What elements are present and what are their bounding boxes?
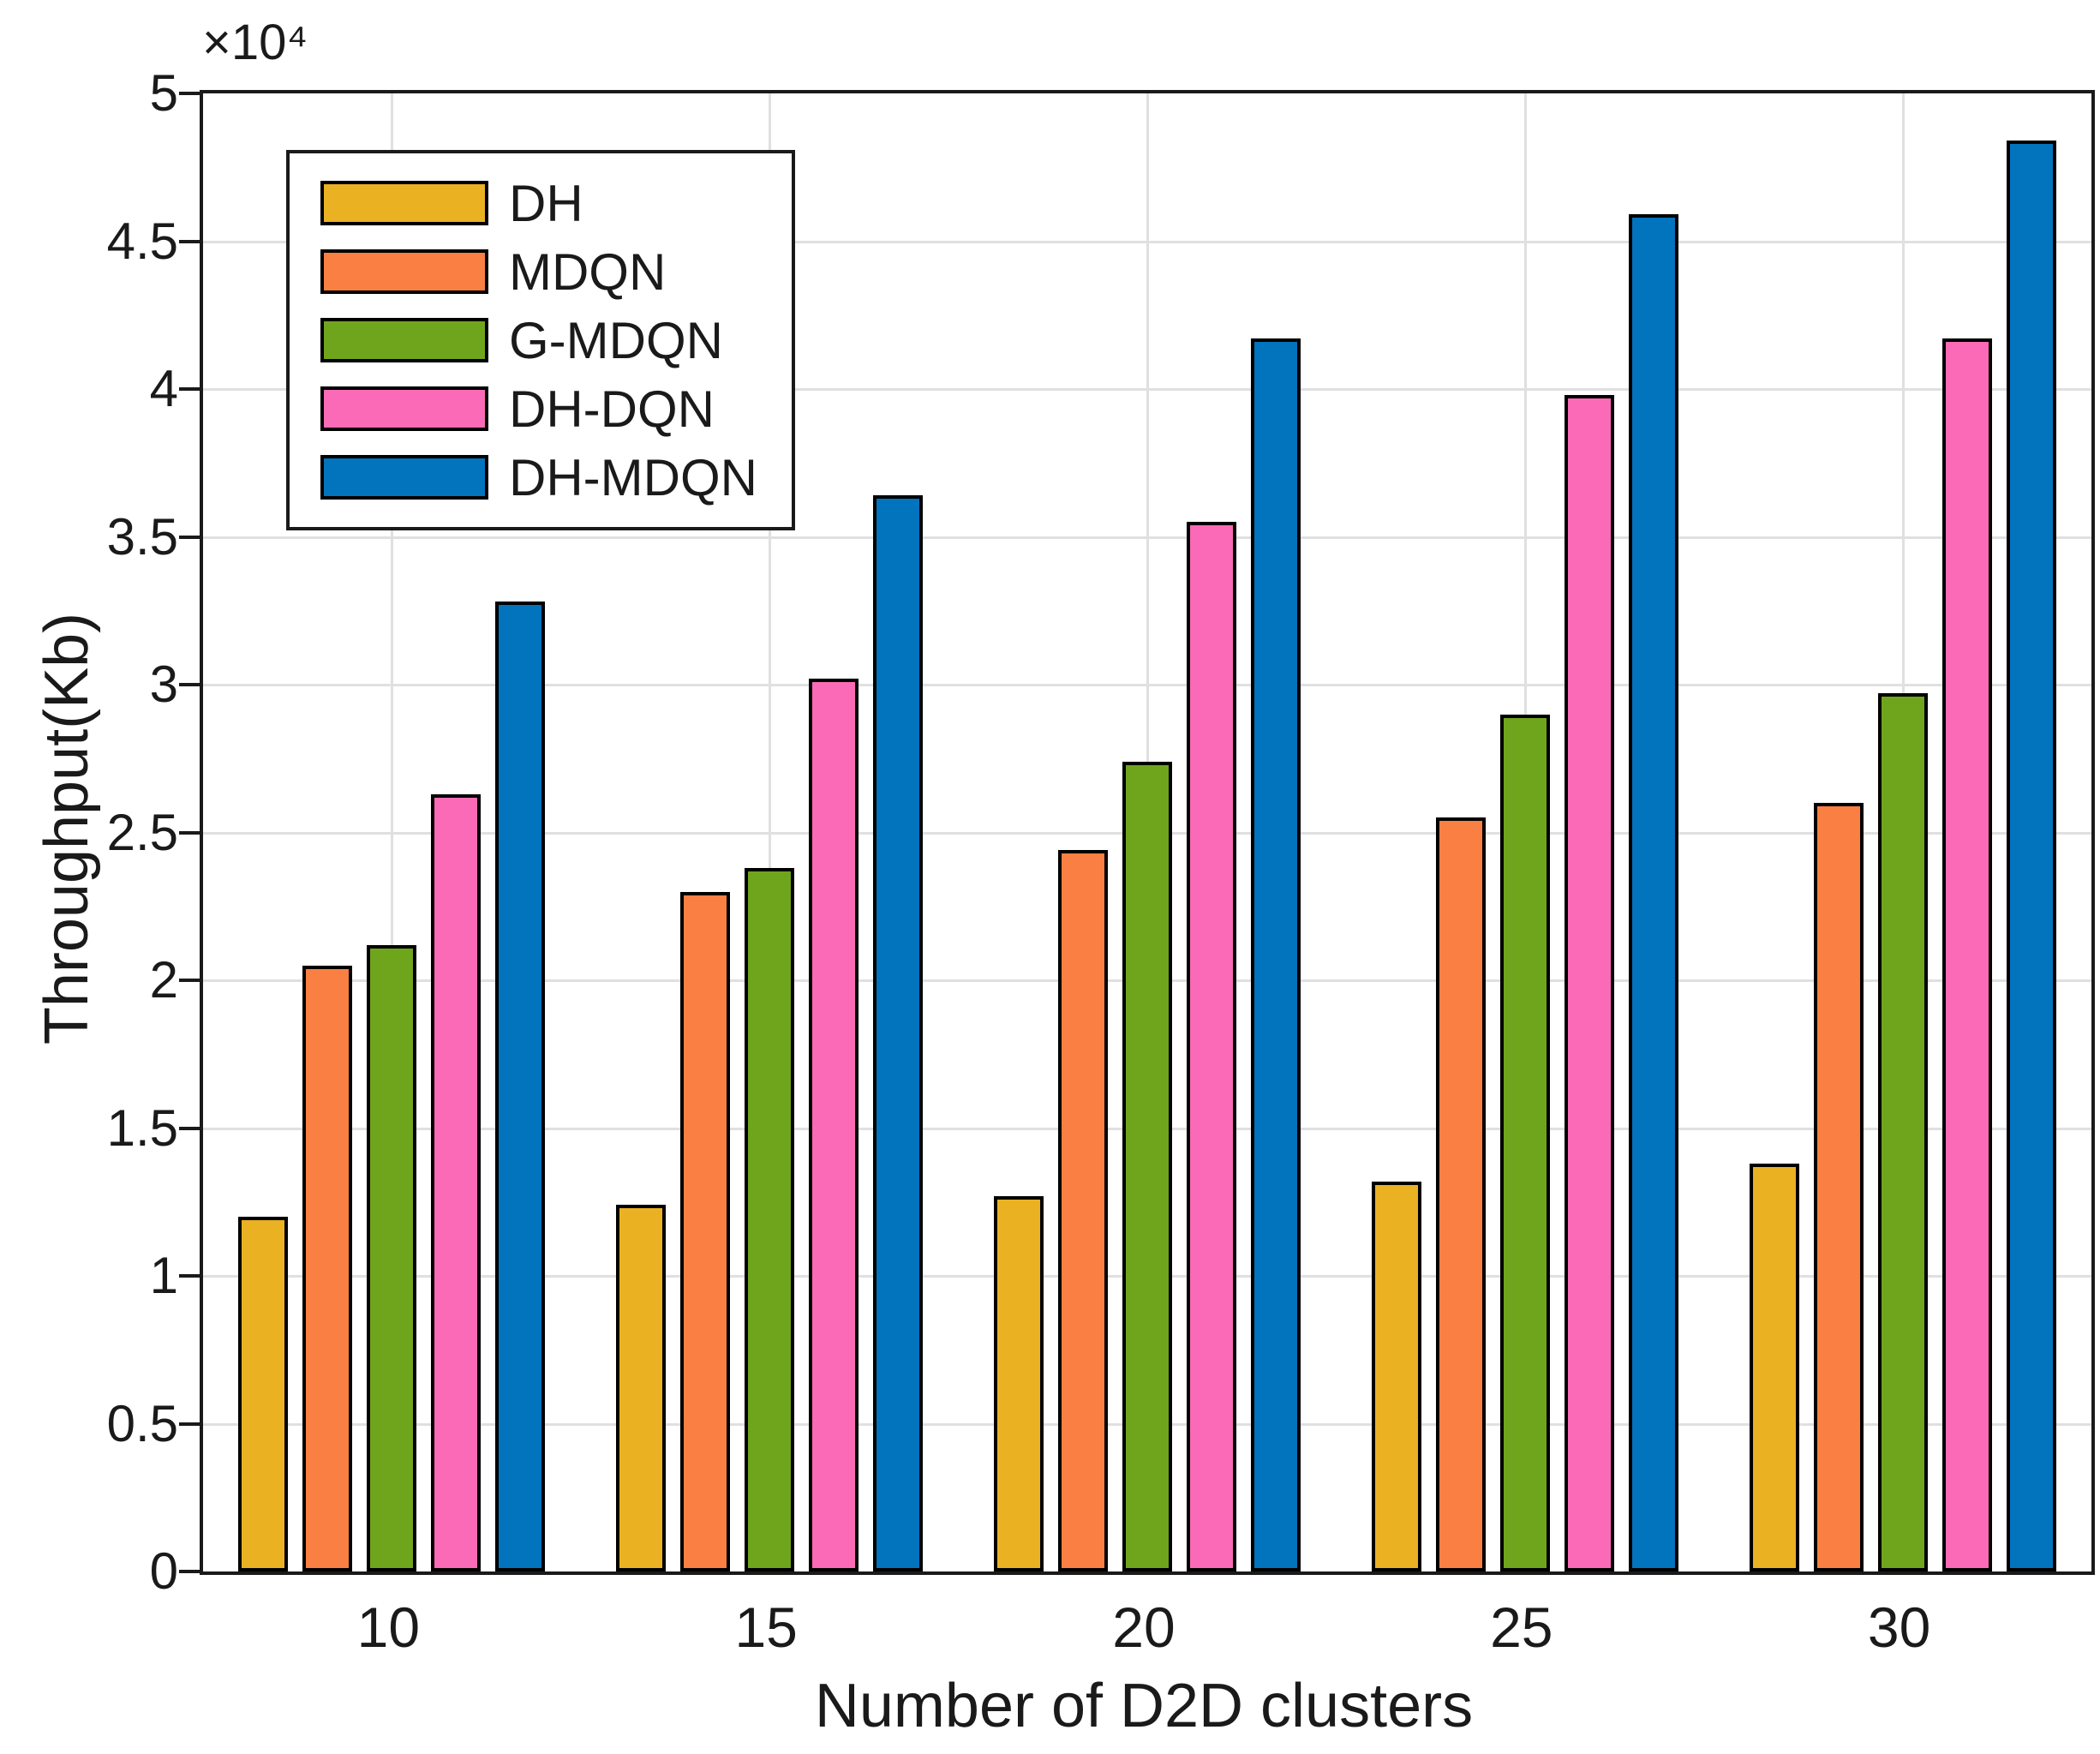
y-tick-label: 0.5	[106, 1394, 178, 1452]
legend-label: DH	[509, 174, 583, 232]
bar-MDQN-25	[1435, 817, 1486, 1571]
bar-DH-10	[238, 1217, 289, 1571]
bar-DH-DQN-20	[1187, 522, 1236, 1571]
legend-label: G-MDQN	[509, 311, 723, 369]
y-tick-mark	[179, 387, 200, 391]
y-tick-mark	[179, 830, 200, 835]
legend-item: G-MDQN	[320, 306, 757, 374]
bar-DH-MDQN-20	[1251, 338, 1301, 1571]
y-tick-mark	[179, 1422, 200, 1426]
y-tick-label: 3.5	[106, 507, 178, 566]
legend-item: DH	[320, 169, 757, 237]
y-tick-label: 3	[149, 656, 178, 713]
legend-item: DH-MDQN	[320, 443, 757, 512]
y-tick-mark	[179, 979, 200, 982]
bar-DH-DQN-15	[809, 679, 859, 1571]
legend-swatch-dh-dqn	[320, 386, 488, 431]
bar-G-MDQN-15	[745, 867, 795, 1571]
bar-MDQN-15	[680, 891, 731, 1571]
y-tick-label: 4.5	[106, 212, 178, 270]
x-tick-label: 25	[1490, 1595, 1553, 1659]
bar-DH-25	[1371, 1181, 1421, 1571]
x-axis-label: Number of D2D clusters	[814, 1672, 1474, 1740]
y-axis-multiplier: ×10⁴	[202, 15, 308, 70]
y-tick-label: 5	[149, 64, 178, 122]
y-gridline	[203, 240, 2091, 243]
bar-DH-DQN-30	[1941, 338, 1992, 1571]
x-tick-label: 15	[734, 1595, 798, 1659]
bar-DH-DQN-10	[431, 793, 482, 1571]
bar-DH-30	[1749, 1163, 1799, 1571]
legend-swatch-g-mdqn	[320, 318, 488, 362]
x-tick-label: 10	[356, 1595, 421, 1659]
bar-MDQN-10	[302, 965, 353, 1571]
bar-G-MDQN-30	[1877, 693, 1928, 1571]
plot-area: DH MDQN G-MDQN DH-DQN DH-MDQN	[200, 90, 2095, 1575]
bar-DH-20	[994, 1195, 1044, 1571]
y-tick-mark	[179, 1274, 200, 1278]
y-tick-label: 1	[149, 1247, 178, 1304]
y-tick-label: 2.5	[106, 803, 178, 861]
bar-DH-MDQN-25	[1628, 214, 1678, 1571]
legend-label: MDQN	[509, 242, 667, 301]
legend-item: DH-DQN	[320, 374, 757, 443]
legend-label: DH-MDQN	[509, 448, 757, 506]
y-tick-label: 0	[149, 1542, 178, 1600]
legend-item: MDQN	[320, 237, 757, 306]
y-tick-mark	[179, 239, 200, 243]
y-gridline	[203, 388, 2091, 391]
bar-MDQN-20	[1058, 850, 1108, 1571]
y-tick-label: 4	[149, 360, 178, 417]
y-tick-mark	[179, 683, 200, 686]
bar-DH-MDQN-10	[495, 602, 546, 1571]
legend-swatch-dh	[320, 181, 488, 225]
y-tick-label: 2	[149, 951, 178, 1009]
y-tick-mark	[179, 1126, 200, 1130]
legend-swatch-mdqn	[320, 249, 488, 294]
bar-DH-DQN-25	[1564, 394, 1614, 1571]
bar-G-MDQN-10	[367, 944, 417, 1571]
x-tick-label: 30	[1867, 1595, 1931, 1659]
legend-label: DH-DQN	[509, 380, 715, 438]
y-gridline	[203, 536, 2091, 539]
bar-DH-MDQN-15	[873, 495, 924, 1571]
legend-swatch-dh-mdqn	[320, 455, 488, 500]
bar-G-MDQN-20	[1122, 761, 1172, 1571]
y-tick-mark	[179, 1570, 200, 1573]
bar-MDQN-30	[1813, 803, 1864, 1571]
bar-DH-15	[616, 1205, 667, 1571]
legend: DH MDQN G-MDQN DH-DQN DH-MDQN	[286, 150, 795, 530]
y-tick-mark	[179, 535, 200, 539]
x-tick-label: 20	[1112, 1595, 1176, 1659]
bar-DH-MDQN-30	[2006, 141, 2056, 1571]
y-tick-mark	[179, 92, 200, 95]
y-tick-label: 1.5	[106, 1098, 178, 1157]
bar-G-MDQN-25	[1499, 714, 1550, 1571]
y-gridline	[203, 684, 2091, 686]
